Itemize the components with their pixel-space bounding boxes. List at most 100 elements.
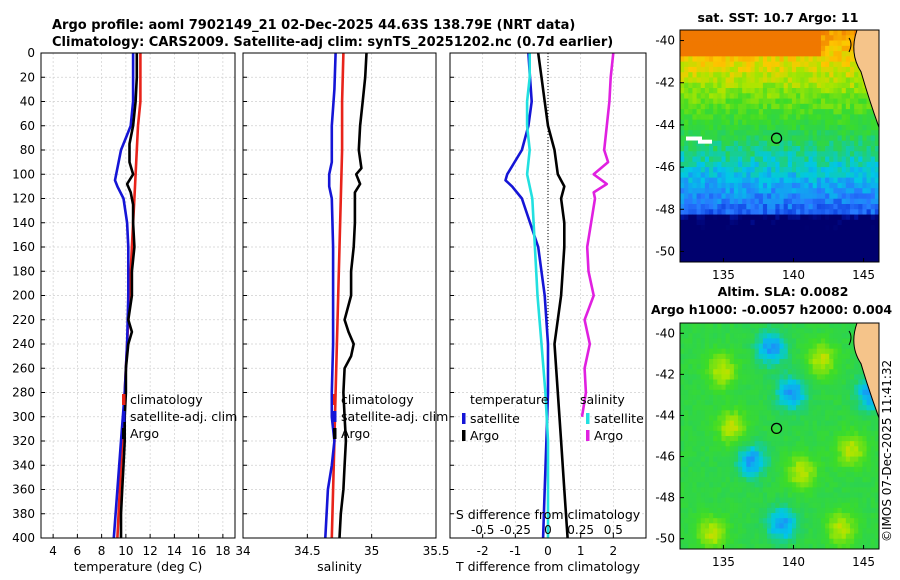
x-tick-label: 34.5: [294, 544, 321, 558]
series-line-salinity-argo: [580, 52, 615, 418]
series-line-argo: [119, 53, 139, 538]
x-tick-label: 2: [610, 544, 618, 558]
y-tick-label: 240: [12, 337, 35, 351]
x-tick-label: -1: [509, 544, 521, 558]
float-marker: [770, 422, 783, 435]
watermark: ©IMOS 07-Dec-2025 11:41:32: [880, 360, 894, 542]
difference-panel: -2 -1 0 1 2T difference from climatology temp…: [449, 52, 647, 574]
y-tick-label: -40: [655, 34, 675, 48]
y-tick-label: -50: [655, 244, 675, 258]
legend-label: satellite-adj. clim: [130, 409, 237, 424]
legend-label: climatology: [341, 392, 414, 407]
y-tick-label: 140: [12, 216, 35, 230]
y-tick-label: 80: [20, 143, 35, 157]
x-tick-label: 135: [712, 268, 735, 282]
y-tick-label: 280: [12, 386, 35, 400]
map-frame: [679, 322, 880, 550]
x-tick-label: 0: [544, 544, 552, 558]
y-tick-label: -48: [655, 491, 675, 505]
x-tick-label: 4: [49, 544, 57, 558]
y-tick-label: 60: [20, 119, 35, 133]
x-tick-label: 18: [215, 544, 230, 558]
x-axis-label: T difference from climatology: [455, 559, 641, 574]
x-tick-label: 35: [364, 544, 379, 558]
top-tick-label: 0.5: [604, 523, 623, 537]
legend-swatch: [462, 413, 466, 424]
x-tick-label: 145: [852, 268, 875, 282]
x-tick-label: 10: [118, 544, 133, 558]
x-tick-label: 8: [98, 544, 106, 558]
y-tick-label: 220: [12, 313, 35, 327]
legend-label: Argo: [341, 426, 370, 441]
legend-swatch: [333, 411, 337, 422]
y-tick-label: 360: [12, 483, 35, 497]
x-tick-label: 6: [74, 544, 82, 558]
x-tick-label: 14: [167, 544, 182, 558]
plot-frame: [40, 52, 236, 539]
series-line-satellite-adj-clim: [324, 52, 337, 539]
map-frame: [679, 29, 880, 263]
legend-header: salinity: [580, 392, 625, 407]
y-tick-label: -44: [655, 408, 675, 422]
y-tick-label: 20: [20, 70, 35, 84]
x-tick-label: 16: [191, 544, 206, 558]
plot-frame: [242, 52, 437, 539]
legend-swatch: [122, 394, 126, 405]
legend-swatch: [122, 411, 126, 422]
x-tick-label: 140: [782, 555, 805, 569]
legend-swatch: [333, 394, 337, 405]
series-line-temperature-argo: [536, 52, 569, 539]
x-axis-label: salinity: [317, 559, 362, 574]
x-tick-label: 12: [142, 544, 157, 558]
y-tick-label: -50: [655, 532, 675, 546]
legend-label: satellite: [470, 411, 520, 426]
x-tick-label: 140: [782, 268, 805, 282]
coastline: [848, 330, 852, 346]
x-tick-label: 1: [577, 544, 585, 558]
legend-swatch: [586, 430, 590, 441]
legend-label: Argo: [130, 426, 159, 441]
figure-title-line2: Climatology: CARS2009. Satellite-adj cli…: [52, 35, 613, 50]
y-tick-label: 0: [27, 46, 35, 60]
y-tick-label: -40: [655, 326, 675, 340]
float-marker: [770, 132, 783, 144]
y-tick-label: 160: [12, 240, 35, 254]
legend-label: satellite-adj. clim: [341, 409, 448, 424]
map-title: Altim. SLA: 0.0082: [718, 284, 849, 299]
legend-label: Argo: [470, 428, 499, 443]
landmass: [853, 322, 880, 419]
y-tick-label: 180: [12, 264, 35, 278]
temperature-panel: 4 6 8 10 12 14 16 18 temperature (deg C) 0 20 40 60 8…: [12, 46, 237, 574]
top-axis-label: S difference from climatology: [456, 507, 641, 522]
y-tick-label: -46: [655, 160, 675, 174]
y-tick-label: 200: [12, 289, 35, 303]
legend-label: satellite: [594, 411, 644, 426]
legend-swatch: [333, 428, 337, 439]
y-tick-label: 100: [12, 167, 35, 181]
x-tick-label: 35.5: [423, 544, 450, 558]
y-tick-label: 120: [12, 192, 35, 206]
x-tick-label: 135: [712, 555, 735, 569]
missing-data-patch: [686, 136, 702, 141]
y-tick-label: 340: [12, 458, 35, 472]
legend-header: temperature: [470, 392, 549, 407]
y-tick-label: 400: [12, 531, 35, 545]
sst-map-panel: -40 -42 -44 -46 -48 -50 135 140 145 sat. SST: 10.…: [655, 10, 880, 282]
x-tick-label: 145: [852, 555, 875, 569]
top-tick-label: -0.5: [471, 523, 494, 537]
y-tick-label: 40: [20, 95, 35, 109]
map-heatmap-field: [680, 323, 880, 550]
salinity-panel: 34 34.5 35 35.5 salinity climatology satellite…: [235, 52, 450, 574]
series-line-argo: [338, 52, 368, 539]
y-tick-label: -48: [655, 202, 675, 216]
y-tick-label: -42: [655, 367, 675, 381]
plot-frame: [449, 52, 647, 539]
coastline: [848, 37, 852, 53]
legend-swatch: [122, 428, 126, 439]
map-subtitle: Argo h1000: -0.0057 h2000: 0.004: [651, 302, 892, 317]
x-axis-label: temperature (deg C): [74, 559, 203, 574]
y-tick-label: 380: [12, 507, 35, 521]
map-title: sat. SST: 10.7 Argo: 11: [698, 10, 859, 25]
legend-label: climatology: [130, 392, 203, 407]
